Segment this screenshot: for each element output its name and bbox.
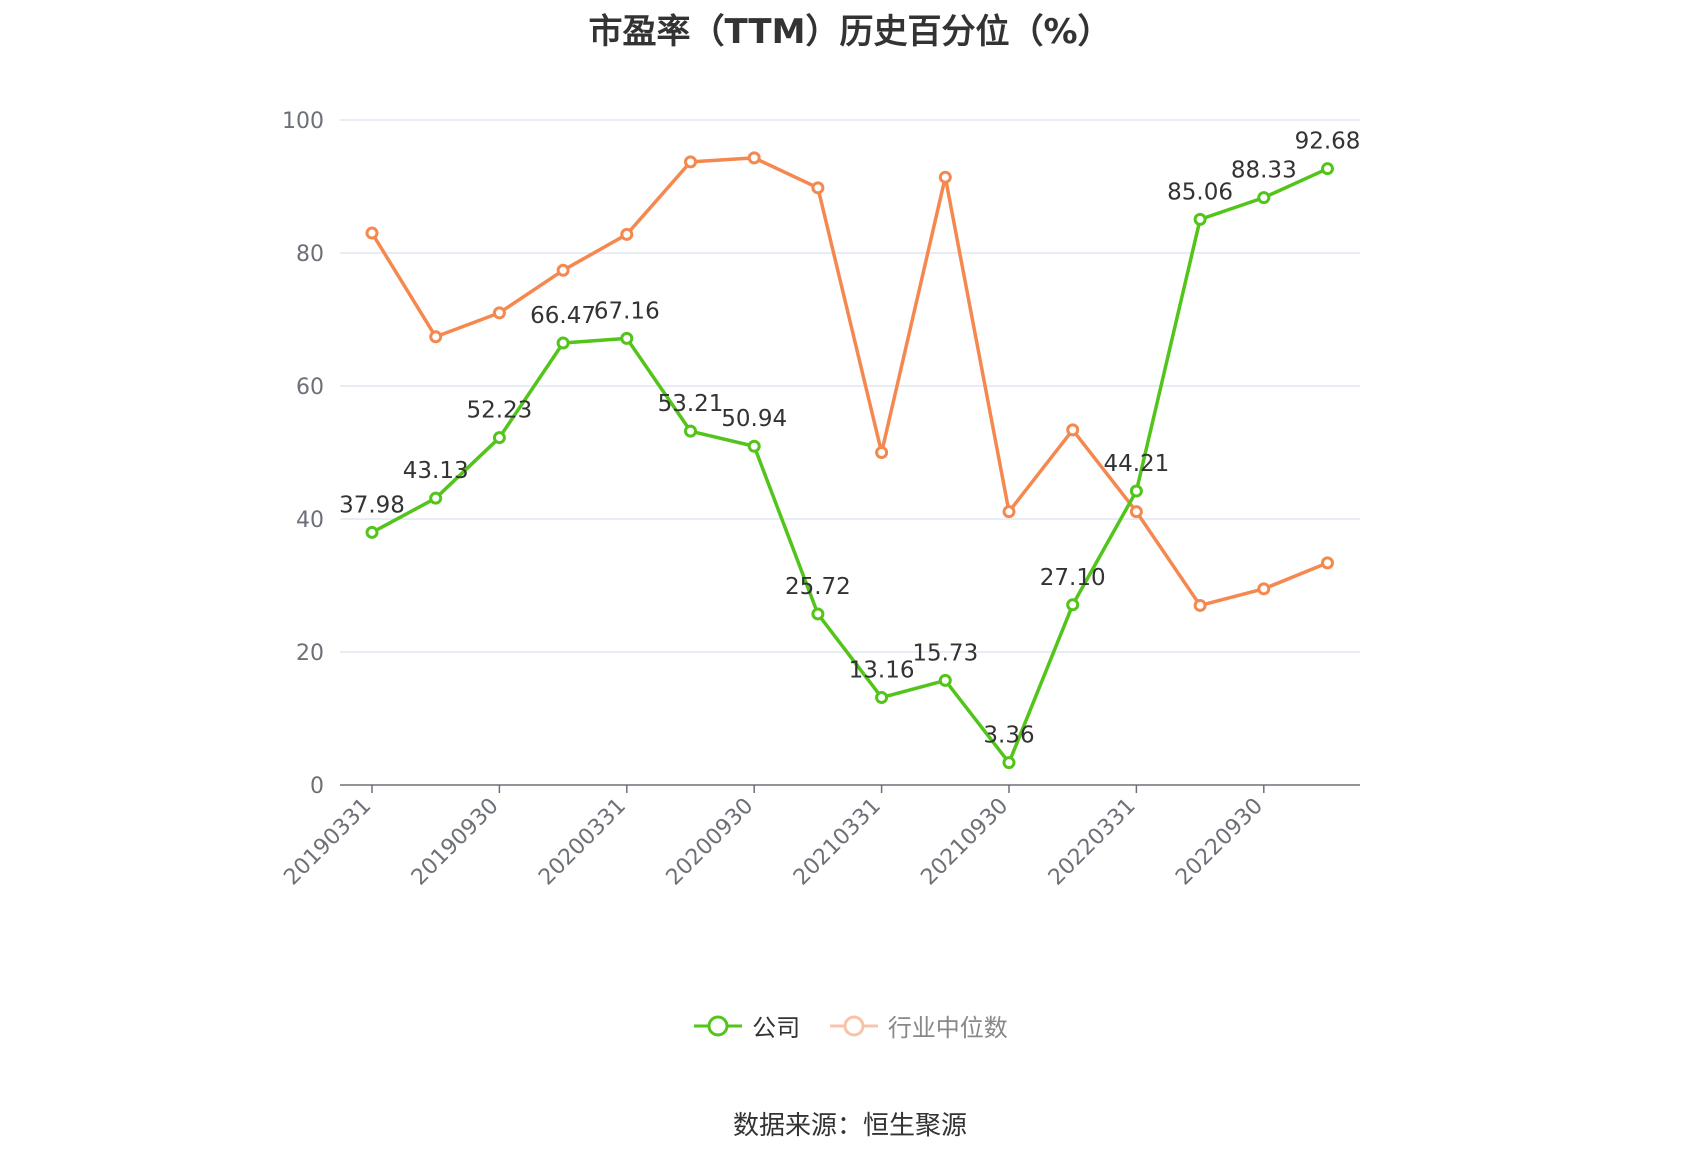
data-point-company [811,607,825,621]
data-point-industry [1129,505,1143,519]
data-label: 85.06 [1167,179,1233,205]
data-point-industry [1066,423,1080,437]
data-point-company [1193,212,1207,226]
data-point-company [684,424,697,438]
x-tick-label: 20210331 [789,794,886,891]
data-label: 67.16 [594,298,660,324]
data-point-company [747,439,761,453]
y-tick-label: 0 [310,774,324,799]
data-label: 43.13 [403,458,469,484]
data-source: 数据来源：恒生聚源 [732,1111,967,1141]
data-point-company [556,336,570,350]
data-label: 53.21 [658,391,724,417]
y-tick-label: 80 [296,242,324,267]
legend-item-industry[interactable]: 行业中位数 [828,1008,1008,1043]
data-point-industry [1193,598,1207,612]
data-label: 3.36 [983,723,1034,749]
data-point-industry [811,181,825,195]
legend-company-label: 公司 [752,1014,801,1042]
data-point-industry [429,330,443,344]
data-point-company [1066,598,1080,612]
data-point-company [1129,484,1143,498]
data-point-industry [747,151,761,165]
legend: 公司 行业中位数 [0,1008,1700,1044]
data-point-industry [684,155,697,169]
data-point-industry [938,170,952,184]
data-point-industry [620,227,634,241]
y-tick-label: 100 [282,109,324,134]
data-point-industry [365,226,379,240]
data-point-company [492,431,506,445]
line-chart: 0 20 40 60 80 100 20190331 20190930 20200331 2020… [279,109,1361,891]
data-point-company [875,690,889,704]
x-tick-label: 20200331 [534,794,631,891]
x-tick-label: 20200930 [662,794,759,891]
x-tick-label: 20220930 [1171,794,1268,891]
data-label: 50.94 [721,406,787,432]
x-tick-label: 20220331 [1044,794,1141,891]
y-tick-label: 20 [296,641,324,666]
series-line-industry [370,156,1329,608]
data-label: 92.68 [1295,129,1361,155]
x-tick-label: 20190930 [407,794,504,891]
data-label: 52.23 [466,398,532,424]
y-tick-label: 60 [296,375,324,400]
legend-industry-label: 行业中位数 [887,1014,1008,1042]
data-point-company [1002,756,1016,770]
x-tick-label: 20190331 [279,794,376,891]
data-label: 66.47 [530,303,596,329]
data-point-company [365,525,379,539]
data-point-industry [556,263,570,277]
data-label: 27.10 [1040,565,1106,591]
data-label: 44.21 [1103,451,1169,477]
data-point-company [429,491,443,505]
data-point-industry [1321,556,1334,570]
y-tick-label: 40 [296,508,324,533]
data-point-industry [492,306,506,320]
data-point-company [938,673,952,687]
data-point-industry [1002,505,1016,519]
data-label: 13.16 [849,657,915,683]
data-label: 25.72 [785,574,851,600]
series-line-company [371,167,1329,765]
data-label: 15.73 [912,640,978,666]
legend-industry-icon [829,1015,878,1036]
data-label: 37.98 [339,492,405,518]
data-label: 88.33 [1231,158,1297,184]
chart-title: 市盈率（TTM）历史百分位（%） [588,12,1112,52]
data-point-company [620,331,634,345]
legend-company-icon [694,1015,743,1036]
data-point-industry [1257,582,1271,596]
x-tick-label: 20210930 [916,794,1013,891]
data-point-company [1257,191,1271,205]
data-point-company [1321,162,1334,176]
data-point-industry [875,446,889,459]
legend-item-company[interactable]: 公司 [692,1008,800,1043]
